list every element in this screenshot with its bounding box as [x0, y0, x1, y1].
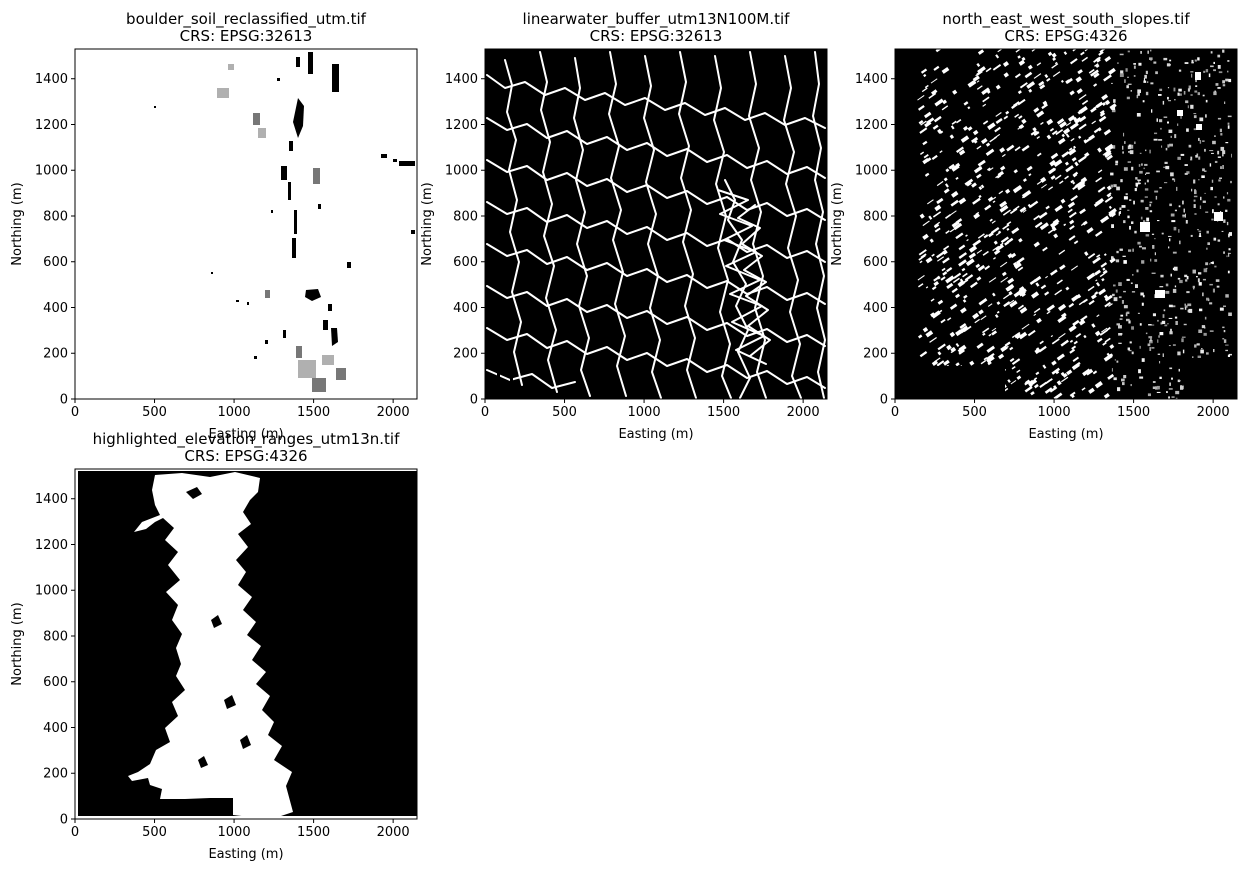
- x-tick-label: 1500: [297, 825, 330, 840]
- y-axis: 0 200 400 600 800 1000 1200 1400: [35, 72, 75, 408]
- x-tick-label: 2000: [377, 405, 410, 420]
- x-tick-label: 1500: [1117, 405, 1150, 420]
- x-axis: 0 500 1000 1500 2000: [71, 819, 410, 840]
- raster-image: [75, 49, 417, 399]
- y-tick-label: 600: [43, 675, 68, 690]
- y-axis-label: Northing (m): [420, 182, 435, 265]
- y-tick-label: 1000: [35, 584, 68, 599]
- y-tick-label: 200: [43, 767, 68, 782]
- x-axis: 0 500 1000 1500 2000: [481, 399, 820, 420]
- y-tick-label: 200: [43, 347, 68, 362]
- y-tick-label: 200: [453, 347, 478, 362]
- axes-frame: [74, 48, 418, 400]
- y-tick-label: 200: [863, 347, 888, 362]
- axes-frame: [894, 48, 1238, 400]
- y-tick-label: 0: [470, 393, 478, 408]
- y-tick-label: 800: [453, 209, 478, 224]
- x-tick-label: 1000: [628, 405, 661, 420]
- x-axis-label: Easting (m): [618, 427, 693, 442]
- x-tick-label: 500: [962, 405, 987, 420]
- y-axis-label: Northing (m): [10, 182, 25, 265]
- y-axis: 0 200 400 600 800 1000 1200 1400: [35, 492, 75, 828]
- y-axis: 0 200 400 600 800 1000 1200 1400: [445, 72, 485, 408]
- y-tick-label: 1400: [35, 492, 68, 507]
- panel-slopes: north_east_west_south_slopes.tif CRS: EP…: [830, 10, 1238, 442]
- y-tick-label: 400: [43, 721, 68, 736]
- y-tick-label: 0: [60, 393, 68, 408]
- x-tick-label: 1000: [218, 825, 251, 840]
- y-tick-label: 600: [43, 255, 68, 270]
- raster-image: [485, 49, 827, 399]
- panel-title: north_east_west_south_slopes.tif: [942, 10, 1190, 29]
- panel-elevation-ranges: highlighted_elevation_ranges_utm13n.tif …: [10, 430, 418, 862]
- y-tick-label: 1400: [35, 72, 68, 87]
- y-tick-label: 1000: [855, 164, 888, 179]
- panel-boulder-soil: boulder_soil_reclassified_utm.tif CRS: E…: [10, 10, 418, 442]
- y-tick-label: 1200: [855, 118, 888, 133]
- x-tick-label: 2000: [377, 825, 410, 840]
- y-tick-label: 0: [880, 393, 888, 408]
- y-tick-label: 800: [43, 629, 68, 644]
- y-tick-label: 1000: [445, 164, 478, 179]
- panel-subtitle: CRS: EPSG:32613: [590, 27, 723, 45]
- y-tick-label: 1400: [855, 72, 888, 87]
- panel-title: boulder_soil_reclassified_utm.tif: [126, 10, 367, 29]
- axes-frame: [74, 468, 418, 820]
- x-tick-label: 0: [481, 405, 489, 420]
- panel-subtitle: CRS: EPSG:32613: [180, 27, 313, 45]
- y-tick-label: 1200: [35, 118, 68, 133]
- y-tick-label: 1200: [35, 538, 68, 553]
- x-tick-label: 1000: [218, 405, 251, 420]
- panel-subtitle: CRS: EPSG:4326: [184, 447, 307, 465]
- x-axis-label: Easting (m): [1028, 427, 1103, 442]
- panel-title: highlighted_elevation_ranges_utm13n.tif: [93, 430, 400, 449]
- y-axis: 0 200 400 600 800 1000 1200 1400: [855, 72, 895, 408]
- x-tick-label: 500: [142, 405, 167, 420]
- x-tick-label: 500: [142, 825, 167, 840]
- x-tick-label: 0: [891, 405, 899, 420]
- x-tick-label: 1000: [1038, 405, 1071, 420]
- y-tick-label: 400: [453, 301, 478, 316]
- x-tick-label: 500: [552, 405, 577, 420]
- y-tick-label: 0: [60, 813, 68, 828]
- y-tick-label: 600: [453, 255, 478, 270]
- x-axis: 0 500 1000 1500 2000: [891, 399, 1230, 420]
- y-tick-label: 800: [863, 209, 888, 224]
- y-tick-label: 1000: [35, 164, 68, 179]
- raster-image: [895, 49, 1237, 399]
- y-tick-label: 600: [863, 255, 888, 270]
- x-axis-label: Easting (m): [208, 847, 283, 862]
- raster-image: [75, 469, 417, 819]
- y-tick-label: 1200: [445, 118, 478, 133]
- panel-linearwater-buffer: linearwater_buffer_utm13N100M.tif CRS: E…: [420, 10, 828, 442]
- y-axis-label: Northing (m): [10, 602, 25, 685]
- x-tick-label: 0: [71, 405, 79, 420]
- y-tick-label: 1400: [445, 72, 478, 87]
- panel-title: linearwater_buffer_utm13N100M.tif: [523, 10, 791, 29]
- x-tick-label: 1500: [297, 405, 330, 420]
- y-tick-label: 800: [43, 209, 68, 224]
- x-axis: 0 500 1000 1500 2000: [71, 399, 410, 420]
- panel-subtitle: CRS: EPSG:4326: [1004, 27, 1127, 45]
- x-tick-label: 2000: [1197, 405, 1230, 420]
- x-tick-label: 0: [71, 825, 79, 840]
- x-tick-label: 1500: [707, 405, 740, 420]
- y-axis-label: Northing (m): [830, 182, 845, 265]
- x-tick-label: 2000: [787, 405, 820, 420]
- x-axis-label: Easting (m): [208, 427, 283, 442]
- axes-frame: [484, 48, 828, 400]
- y-tick-label: 400: [863, 301, 888, 316]
- y-tick-label: 400: [43, 301, 68, 316]
